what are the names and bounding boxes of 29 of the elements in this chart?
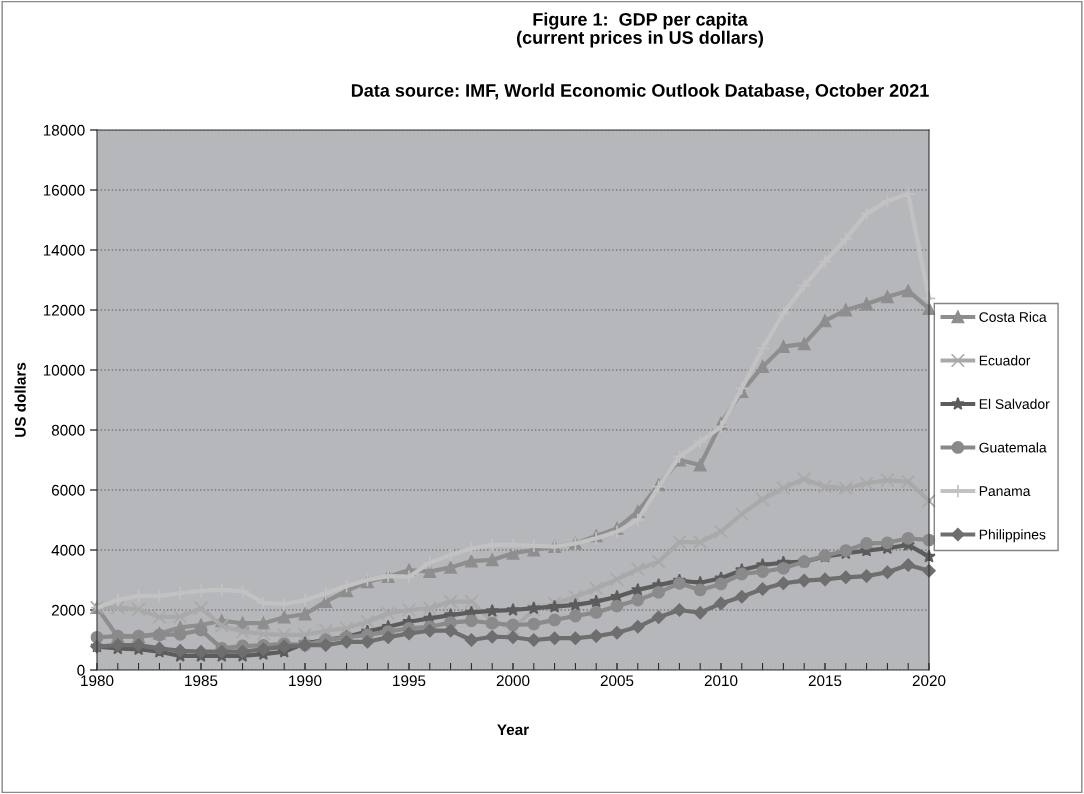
- x-tick-label: 1980: [81, 675, 114, 687]
- y-axis-title: US dollars: [14, 362, 26, 437]
- legend-label: Costa Rica: [979, 311, 1047, 322]
- x-tick-label: 2010: [704, 675, 738, 687]
- x-tick-label: 2020: [912, 675, 946, 687]
- y-tick-label: 12000: [43, 304, 85, 316]
- y-tick-label: 0: [77, 664, 85, 676]
- y-tick-label: 2000: [51, 604, 85, 616]
- x-axis-title: Year: [497, 724, 529, 736]
- legend-label: Ecuador: [979, 355, 1031, 366]
- y-tick-label: 6000: [51, 484, 85, 496]
- y-tick-label: 4000: [51, 544, 85, 556]
- chart-subtitle: Data source: IMF, World Economic Outlook Database, October 2021: [351, 83, 929, 100]
- y-tick-label: 18000: [43, 124, 85, 136]
- legend-label: El Salvador: [979, 398, 1050, 409]
- legend-label: Panama: [979, 486, 1031, 496]
- x-tick-label: 2000: [496, 675, 530, 687]
- y-tick-label: 16000: [43, 184, 85, 196]
- x-tick-label: 2015: [808, 675, 842, 687]
- legend-label: Guatemala: [979, 442, 1047, 453]
- y-tick-label: 8000: [51, 424, 85, 436]
- x-tick-label: 1985: [185, 675, 218, 687]
- y-tick-label: 10000: [43, 364, 85, 376]
- x-tick-label: 1995: [393, 675, 426, 687]
- x-tick-label: 2005: [600, 675, 634, 687]
- chart-title: Figure 1: GDP per capita (current prices in US dollars): [517, 12, 764, 48]
- x-tick-label: 1990: [289, 675, 322, 687]
- legend-label: Philippines: [979, 529, 1046, 543]
- y-tick-label: 14000: [43, 244, 85, 256]
